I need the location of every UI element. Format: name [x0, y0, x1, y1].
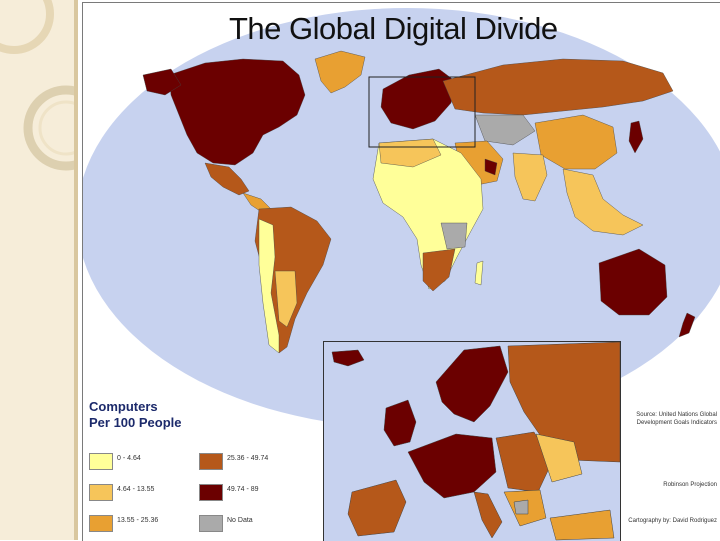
legend-label: 49.74 - 89	[227, 486, 259, 493]
new-zealand	[678, 312, 696, 338]
greenland	[314, 50, 366, 94]
world-map	[83, 8, 720, 428]
source-credit: Source: United Nations Global Developmen…	[636, 412, 717, 426]
southeast-asia	[562, 168, 644, 236]
legend-title-line1: Computers	[89, 399, 158, 414]
africa	[372, 138, 484, 290]
strip-edge	[74, 0, 78, 540]
europe-inset-shapes	[331, 342, 620, 541]
legend-swatch	[89, 453, 113, 470]
turkey	[549, 509, 615, 541]
slide-decoration-strip	[0, 0, 78, 540]
legend-swatch	[199, 484, 223, 501]
legend-swatch	[199, 515, 223, 532]
decorative-rings	[0, 0, 78, 171]
south-america-mid	[274, 270, 298, 328]
scandinavia	[435, 345, 509, 423]
china	[534, 114, 618, 170]
uk-ireland	[383, 399, 417, 447]
italy	[473, 491, 503, 539]
western-europe	[407, 433, 497, 499]
legend-label: No Data	[227, 517, 253, 524]
map-slide: The Global Digital Divide Computers Per …	[82, 2, 720, 541]
europe-inset-map	[323, 341, 621, 541]
madagascar	[474, 260, 484, 286]
legend-swatch	[199, 453, 223, 470]
southern-africa	[422, 248, 456, 292]
central-asia	[474, 114, 536, 146]
legend-swatch	[89, 515, 113, 532]
iceland	[331, 349, 365, 367]
central-africa-nodata	[440, 222, 468, 250]
legend-label: 25.36 - 49.74	[227, 455, 269, 462]
india	[512, 152, 548, 202]
projection-credit: Robinson Projection	[663, 482, 717, 488]
balkans-nodata	[513, 499, 529, 515]
russia	[442, 58, 674, 116]
arabia-gulf	[484, 158, 498, 176]
japan	[628, 120, 644, 154]
cartography-credit: Cartography by: David Rodriguez	[628, 518, 717, 524]
south-america-west	[258, 218, 280, 354]
legend-label: 0 - 4.64	[117, 455, 141, 462]
alaska	[142, 68, 182, 96]
legend: Computers Per 100 People 0 - 4.64 4.64 -…	[89, 399, 321, 532]
australia	[598, 248, 668, 316]
iberia	[347, 479, 407, 537]
inset-locator-box	[368, 76, 476, 148]
north-africa	[378, 138, 442, 168]
legend-swatch	[89, 484, 113, 501]
legend-label: 13.55 - 25.36	[117, 517, 159, 524]
europe	[380, 68, 456, 130]
north-america	[168, 58, 306, 166]
legend-label: 4.64 - 13.55	[117, 486, 155, 493]
eastern-europe	[495, 431, 553, 493]
mexico	[204, 162, 250, 196]
ukraine-belarus	[535, 433, 583, 483]
map-title: The Global Digital Divide	[229, 11, 558, 46]
legend-title-line2: Per 100 People	[89, 415, 182, 430]
